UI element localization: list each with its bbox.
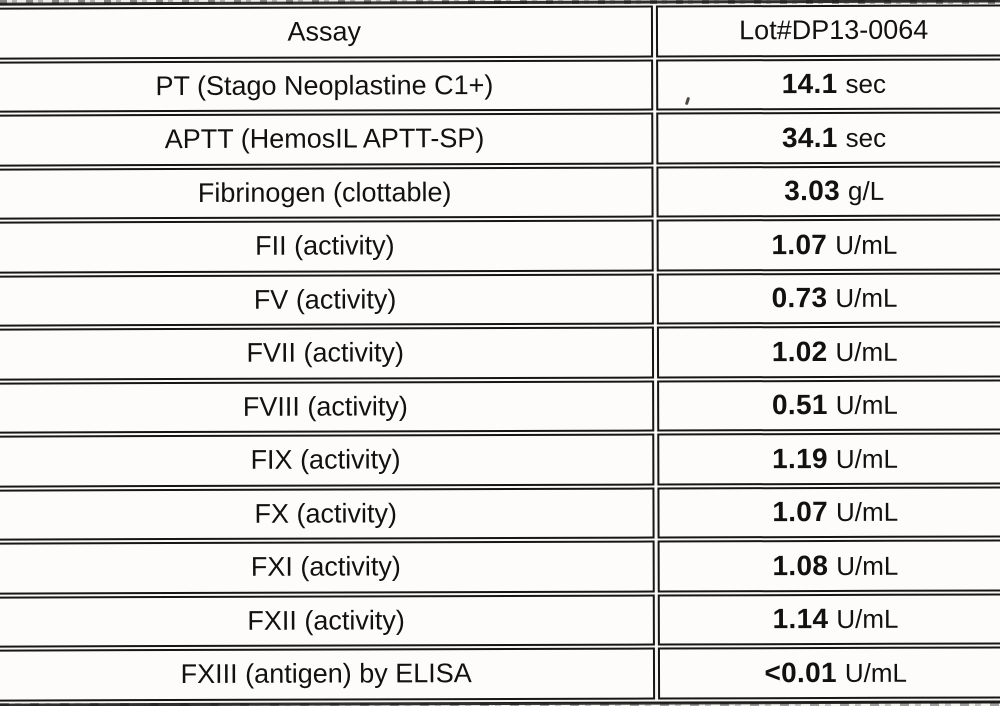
assay-name: FV (activity) <box>0 273 655 327</box>
result-unit: g/L <box>847 176 885 207</box>
assay-name: FXIII (antigen) by ELISA <box>0 647 656 702</box>
assay-result: 0.51 U/mL <box>657 378 1000 432</box>
scan-noise-bottom <box>0 703 1000 706</box>
assay-result: 0.73 U/mL <box>657 271 1000 325</box>
result-unit: sec <box>845 122 887 153</box>
assay-name: Fibrinogen (clottable) <box>0 166 655 220</box>
result-unit: U/mL <box>835 336 898 367</box>
assay-result: 34.1 sec <box>656 111 1000 165</box>
result-value: 3.03 <box>784 175 841 207</box>
assay-name: FX (activity) <box>0 487 656 541</box>
assay-result: 14.1 sec <box>656 57 1000 111</box>
assay-result: <0.01 U/mL <box>658 646 1000 700</box>
result-value: 1.02 <box>771 335 828 367</box>
table-row: FXIII (antigen) by ELISA <0.01 U/mL <box>0 646 1000 702</box>
assay-result: 1.02 U/mL <box>657 325 1000 379</box>
assay-name: FII (activity) <box>0 219 655 274</box>
table-row: APTT (HemosIL APTT-SP) 34.1 sec <box>0 111 1000 167</box>
result-value: 1.19 <box>772 442 828 474</box>
assay-column-header: Assay <box>0 5 654 60</box>
result-value: 34.1 <box>781 121 838 153</box>
table-header-row: Assay Lot#DP13-0064 <box>0 4 1000 60</box>
result-unit: sec <box>845 69 887 100</box>
result-unit: U/mL <box>835 443 899 474</box>
table-row: Fibrinogen (clottable) 3.03 g/L <box>0 164 1000 220</box>
result-unit: U/mL <box>844 657 908 688</box>
result-unit: U/mL <box>835 283 898 314</box>
assay-result: 3.03 g/L <box>656 164 1000 218</box>
result-unit: U/mL <box>836 604 899 635</box>
assay-name: APTT (HemosIL APTT-SP) <box>0 112 654 167</box>
table-row: FX (activity) 1.07 U/mL <box>0 485 1000 541</box>
result-value: 1.14 <box>772 603 829 635</box>
table-row: FV (activity) 0.73 U/mL <box>0 271 1000 327</box>
assay-result: 1.07 U/mL <box>657 218 1000 272</box>
scan-noise-top <box>0 0 1000 4</box>
assay-result: 1.19 U/mL <box>657 432 1000 486</box>
assay-name: FXI (activity) <box>0 540 656 595</box>
result-value: 0.73 <box>771 282 828 314</box>
lot-column-header: Lot#DP13-0064 <box>656 4 1000 58</box>
table-row: FXI (activity) 1.08 U/mL <box>0 539 1000 595</box>
result-value: 1.08 <box>772 549 829 581</box>
table-row: FII (activity) 1.07 U/mL <box>0 218 1000 274</box>
assay-name: FVIII (activity) <box>0 380 655 434</box>
result-value: 1.07 <box>771 228 828 260</box>
table-row: FVIII (activity) 0.51 U/mL <box>0 378 1000 434</box>
table-row: FVII (activity) 1.02 U/mL <box>0 325 1000 381</box>
assay-name: FXII (activity) <box>0 594 656 648</box>
result-unit: U/mL <box>835 497 899 528</box>
assay-name: PT (Stago Neoplastine C1+) <box>0 59 654 113</box>
result-value: 0.51 <box>771 389 828 421</box>
result-value: 14.1 <box>781 68 838 100</box>
result-unit: U/mL <box>836 550 899 581</box>
result-unit: U/mL <box>835 229 898 260</box>
assay-name: FIX (activity) <box>0 433 655 488</box>
table-row: FIX (activity) 1.19 U/mL <box>0 432 1000 488</box>
result-value: 1.07 <box>772 496 829 528</box>
assay-result: 1.07 U/mL <box>657 485 1000 539</box>
table-row: PT (Stago Neoplastine C1+) 14.1 sec <box>0 57 1000 113</box>
result-unit: U/mL <box>835 390 898 421</box>
assay-name: FVII (activity) <box>0 326 655 381</box>
table-row: FXII (activity) 1.14 U/mL <box>0 592 1000 648</box>
assay-result: 1.14 U/mL <box>658 592 1000 646</box>
assay-result: 1.08 U/mL <box>658 539 1000 593</box>
result-value: <0.01 <box>764 656 837 688</box>
